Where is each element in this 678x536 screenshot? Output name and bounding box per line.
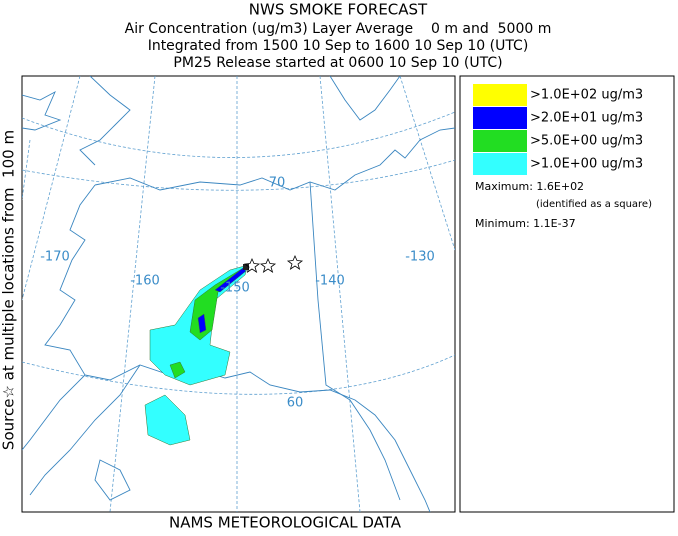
graticule-label: 60 xyxy=(287,396,304,411)
legend-swatch xyxy=(473,130,527,152)
legend-swatch xyxy=(473,153,527,175)
title: NWS SMOKE FORECAST xyxy=(249,1,428,19)
sources xyxy=(243,255,304,273)
plume-contour xyxy=(144,394,191,446)
plume-contour xyxy=(197,313,207,334)
legend-label: >2.0E+01 ug/m3 xyxy=(530,111,643,126)
subtitle: PM25 Release started at 0600 10 Sep 10 (… xyxy=(173,55,502,71)
maximum-square xyxy=(243,264,249,270)
graticule-label: 70 xyxy=(269,176,286,191)
minimum: Minimum: 1.1E-37 xyxy=(475,217,576,230)
graticule xyxy=(22,76,455,512)
subtitle: Integrated from 1500 10 Sep to 1600 10 S… xyxy=(148,38,529,54)
legend-label: >1.0E+02 ug/m3 xyxy=(530,88,643,103)
legend: >1.0E+02 ug/m3 >2.0E+01 ug/m3 >5.0E+00 ug/… xyxy=(459,75,675,513)
coastline xyxy=(22,76,455,512)
subtitle: Air Concentration (ug/m3) Layer Average … xyxy=(125,21,552,37)
map: -170 -160 -150 -140 -130 70 60 xyxy=(21,75,456,513)
legend-swatch xyxy=(473,107,527,129)
graticule-label: -160 xyxy=(130,274,160,289)
footer: NAMS METEOROLOGICAL DATA xyxy=(169,514,402,532)
maximum-note: (identified as a square) xyxy=(536,199,652,210)
side-label: Source☆ at multiple locations from 100 m xyxy=(0,130,18,450)
graticule-label: -130 xyxy=(405,250,435,265)
legend-label: >5.0E+00 ug/m3 xyxy=(530,134,643,149)
maximum: Maximum: 1.6E+02 xyxy=(475,180,584,193)
legend-label: >1.0E+00 ug/m3 xyxy=(530,157,643,172)
plume-contour xyxy=(214,267,247,293)
graticule-label: -140 xyxy=(315,274,345,289)
legend-swatch xyxy=(473,84,527,106)
smoke-plume xyxy=(144,264,249,446)
map-frame xyxy=(21,75,456,513)
graticule-label: -170 xyxy=(40,250,70,265)
plume-contour xyxy=(169,361,186,379)
graticule-label: -150 xyxy=(220,281,250,296)
